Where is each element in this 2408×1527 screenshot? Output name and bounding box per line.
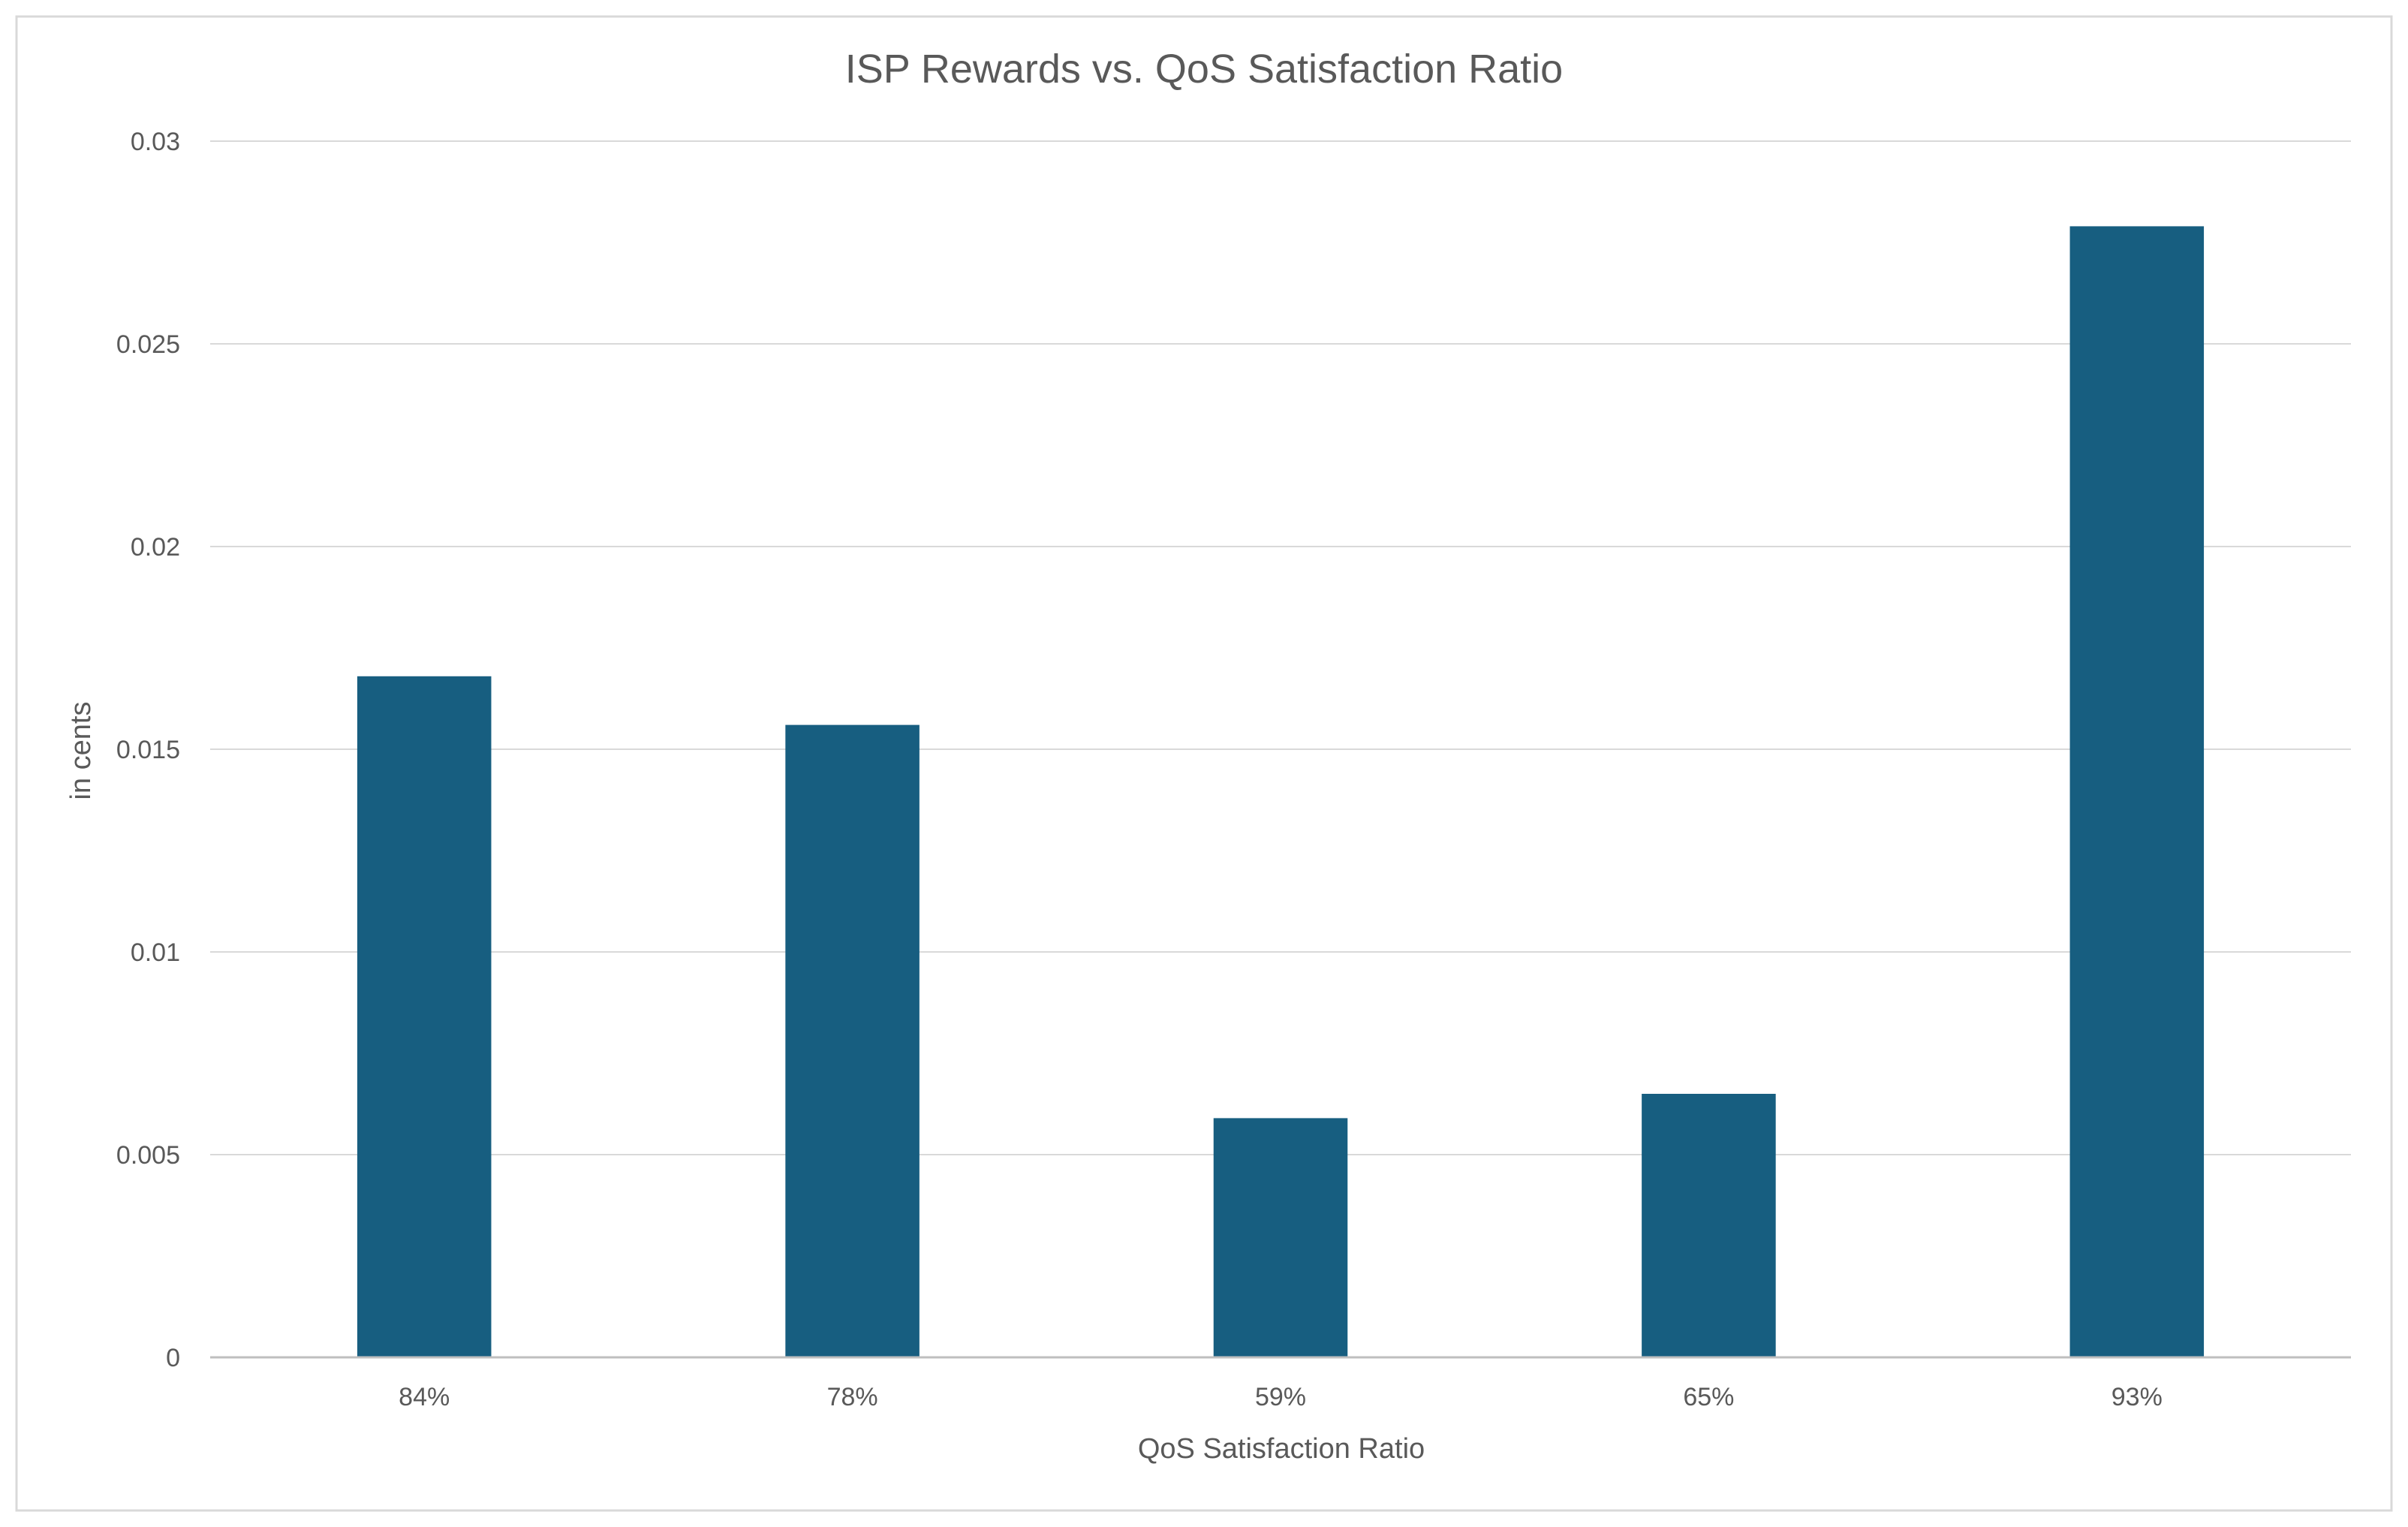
gridlines bbox=[210, 140, 2351, 1155]
x-axis-ticks: 84% 78% 59% 65% 93% bbox=[399, 1383, 2163, 1411]
y-axis-ticks: 0 0.005 0.01 0.015 0.02 0.025 0.03 bbox=[116, 128, 180, 1372]
x-axis-title: QoS Satisfaction Ratio bbox=[1138, 1433, 1425, 1465]
x-tick-label: 84% bbox=[399, 1383, 450, 1411]
x-tick-label: 59% bbox=[1255, 1383, 1306, 1411]
bars bbox=[357, 226, 2205, 1357]
y-tick-label: 0.03 bbox=[131, 128, 180, 156]
y-tick-label: 0.005 bbox=[116, 1141, 180, 1170]
bar-93pct bbox=[2069, 226, 2205, 1357]
bar-78pct bbox=[785, 724, 920, 1357]
bar-65pct bbox=[1642, 1094, 1776, 1357]
y-tick-label: 0.025 bbox=[116, 330, 180, 359]
x-tick-label: 65% bbox=[1683, 1383, 1734, 1411]
y-tick-label: 0.02 bbox=[131, 533, 180, 562]
chart-title: ISP Rewards vs. QoS Satisfaction Ratio bbox=[845, 47, 1563, 92]
y-tick-label: 0.015 bbox=[116, 736, 180, 764]
bar-84pct bbox=[357, 676, 492, 1357]
y-axis-title: in cents bbox=[65, 702, 97, 800]
x-tick-label: 93% bbox=[2112, 1383, 2163, 1411]
bar-59pct bbox=[1213, 1118, 1348, 1357]
y-tick-label: 0.01 bbox=[131, 938, 180, 967]
x-tick-label: 78% bbox=[827, 1383, 878, 1411]
y-tick-label: 0 bbox=[166, 1344, 180, 1372]
